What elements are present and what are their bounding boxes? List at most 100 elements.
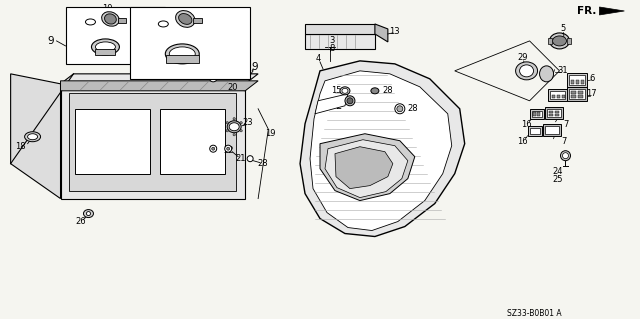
Bar <box>548 114 552 116</box>
Ellipse shape <box>552 36 566 46</box>
Text: FR.: FR. <box>577 6 596 16</box>
Ellipse shape <box>561 151 570 161</box>
Circle shape <box>225 145 232 152</box>
Text: 10: 10 <box>210 11 220 20</box>
Ellipse shape <box>342 88 348 93</box>
Text: 15: 15 <box>331 86 341 95</box>
Text: 11: 11 <box>220 48 230 56</box>
Ellipse shape <box>229 123 239 131</box>
Ellipse shape <box>520 65 534 77</box>
Bar <box>561 95 564 98</box>
Circle shape <box>209 74 217 82</box>
Polygon shape <box>335 147 393 189</box>
Text: 23: 23 <box>243 118 253 127</box>
Text: 12: 12 <box>225 57 236 66</box>
Text: 8: 8 <box>330 44 335 53</box>
Text: 27: 27 <box>223 73 234 82</box>
Ellipse shape <box>102 12 119 26</box>
Text: 14: 14 <box>203 23 214 33</box>
Circle shape <box>226 130 228 132</box>
Bar <box>572 91 577 94</box>
Ellipse shape <box>540 66 554 82</box>
Bar <box>577 80 579 84</box>
Bar <box>550 91 566 99</box>
Text: 28: 28 <box>383 86 393 95</box>
Text: 9: 9 <box>47 36 54 46</box>
Text: 10: 10 <box>102 4 113 13</box>
Bar <box>545 107 563 119</box>
Polygon shape <box>325 140 408 197</box>
Text: 13: 13 <box>390 27 400 36</box>
Text: 29: 29 <box>517 53 528 63</box>
Text: 17: 17 <box>586 89 596 98</box>
Text: 21: 21 <box>235 154 245 163</box>
Text: 22: 22 <box>223 146 234 155</box>
Ellipse shape <box>95 42 115 52</box>
Bar <box>166 55 199 63</box>
Ellipse shape <box>28 134 38 140</box>
Bar <box>552 95 554 98</box>
Ellipse shape <box>516 62 538 80</box>
Bar <box>529 128 540 134</box>
Text: 28: 28 <box>258 159 268 168</box>
Circle shape <box>227 147 230 150</box>
Bar <box>527 126 541 136</box>
Bar <box>532 112 536 116</box>
Bar <box>76 109 150 174</box>
Circle shape <box>240 130 243 132</box>
Bar <box>95 49 115 55</box>
Bar <box>579 95 584 98</box>
Polygon shape <box>375 24 388 42</box>
Text: 3: 3 <box>330 36 335 45</box>
Bar <box>568 87 588 101</box>
Ellipse shape <box>550 33 570 49</box>
Bar <box>547 109 561 117</box>
Text: 19: 19 <box>265 129 275 138</box>
Bar <box>568 38 572 44</box>
Bar <box>570 89 586 99</box>
Circle shape <box>233 134 236 136</box>
Bar <box>554 111 559 113</box>
Circle shape <box>210 145 217 152</box>
Bar <box>193 18 202 23</box>
Bar <box>532 111 541 117</box>
Text: 24: 24 <box>552 167 563 176</box>
Polygon shape <box>11 74 61 199</box>
Text: 16: 16 <box>521 120 532 129</box>
Bar <box>543 124 561 136</box>
Bar <box>582 80 584 84</box>
Ellipse shape <box>345 96 355 106</box>
Polygon shape <box>310 71 452 231</box>
Bar <box>572 80 575 84</box>
Circle shape <box>226 122 228 124</box>
Bar <box>568 73 588 87</box>
Text: 2: 2 <box>335 101 341 111</box>
Text: 18: 18 <box>15 142 26 151</box>
Circle shape <box>233 118 236 120</box>
Text: 11: 11 <box>76 36 86 45</box>
Ellipse shape <box>170 47 195 61</box>
Text: 31: 31 <box>557 66 568 75</box>
Bar <box>548 89 568 101</box>
Circle shape <box>240 122 243 124</box>
Ellipse shape <box>371 88 379 94</box>
Text: 25: 25 <box>552 175 563 184</box>
Text: 1: 1 <box>560 33 565 42</box>
Ellipse shape <box>92 39 120 55</box>
Bar <box>572 95 577 98</box>
Ellipse shape <box>86 19 95 25</box>
Circle shape <box>86 211 90 216</box>
Polygon shape <box>61 81 258 91</box>
Ellipse shape <box>83 210 93 218</box>
Text: 4: 4 <box>316 54 321 63</box>
Text: 14: 14 <box>76 10 86 19</box>
Ellipse shape <box>395 104 405 114</box>
Text: 7: 7 <box>561 137 566 146</box>
Ellipse shape <box>24 132 40 142</box>
Ellipse shape <box>397 106 403 112</box>
Bar <box>529 109 543 119</box>
Text: 26: 26 <box>75 217 86 226</box>
Ellipse shape <box>165 44 199 64</box>
Ellipse shape <box>340 87 350 95</box>
Ellipse shape <box>563 153 568 159</box>
